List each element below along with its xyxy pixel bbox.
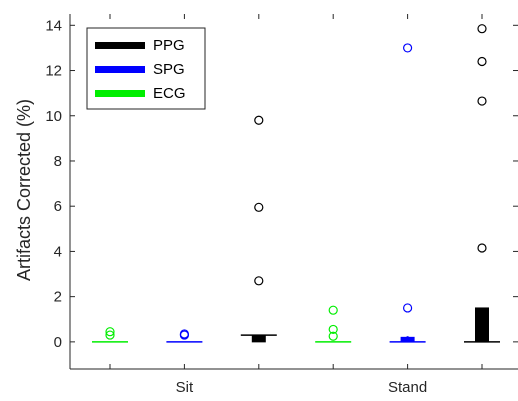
legend-label-ecg: ECG (153, 85, 186, 102)
box-stand-ecg (315, 305, 352, 343)
outlier-point (403, 303, 413, 313)
x-tick-label: Sit (176, 379, 194, 396)
outlier-point (477, 96, 487, 106)
outlier-point (105, 330, 115, 340)
y-tick-label: 4 (54, 243, 62, 260)
box-body (475, 307, 489, 343)
outlier-point (328, 305, 338, 315)
box-body (251, 334, 266, 343)
y-axis-label: Artifacts Corrected (%) (14, 99, 34, 281)
y-axis: 0 2 4 6 8 10 12 14 (45, 14, 518, 369)
outlier-point (477, 243, 487, 253)
y-tick-label: 0 (54, 334, 62, 351)
y-tick-label: 8 (54, 153, 62, 170)
outlier-point (403, 43, 413, 53)
outlier-point (477, 56, 487, 67)
legend-label-spg: SPG (153, 61, 185, 78)
outlier-point (179, 329, 189, 339)
legend-swatch-ppg (95, 42, 145, 49)
y-tick-label: 10 (45, 108, 62, 125)
plot-area (92, 24, 500, 343)
outlier-point (328, 324, 338, 335)
outlier-point (254, 115, 264, 125)
outlier-point (254, 202, 264, 212)
box-sit-ppg (240, 115, 277, 343)
legend-swatch-ecg (95, 90, 145, 97)
outlier-point (254, 276, 264, 286)
outlier-point (105, 327, 115, 337)
legend: PPG SPG ECG (86, 27, 206, 110)
box-sit-ecg (92, 327, 128, 343)
outlier-point (477, 24, 487, 34)
box-stand-spg (389, 43, 426, 343)
box-stand-ppg (464, 24, 500, 343)
box-sit-spg (166, 329, 203, 343)
legend-label-ppg: PPG (153, 37, 185, 54)
y-tick-label: 6 (54, 198, 62, 215)
y-tick-label: 12 (45, 63, 62, 80)
legend-swatch-spg (95, 66, 145, 73)
outlier-point (328, 331, 338, 341)
x-tick-label: Stand (388, 379, 427, 396)
y-tick-label: 2 (54, 289, 62, 306)
y-tick-label: 14 (45, 17, 62, 34)
x-axis: Sit Stand (70, 14, 518, 396)
